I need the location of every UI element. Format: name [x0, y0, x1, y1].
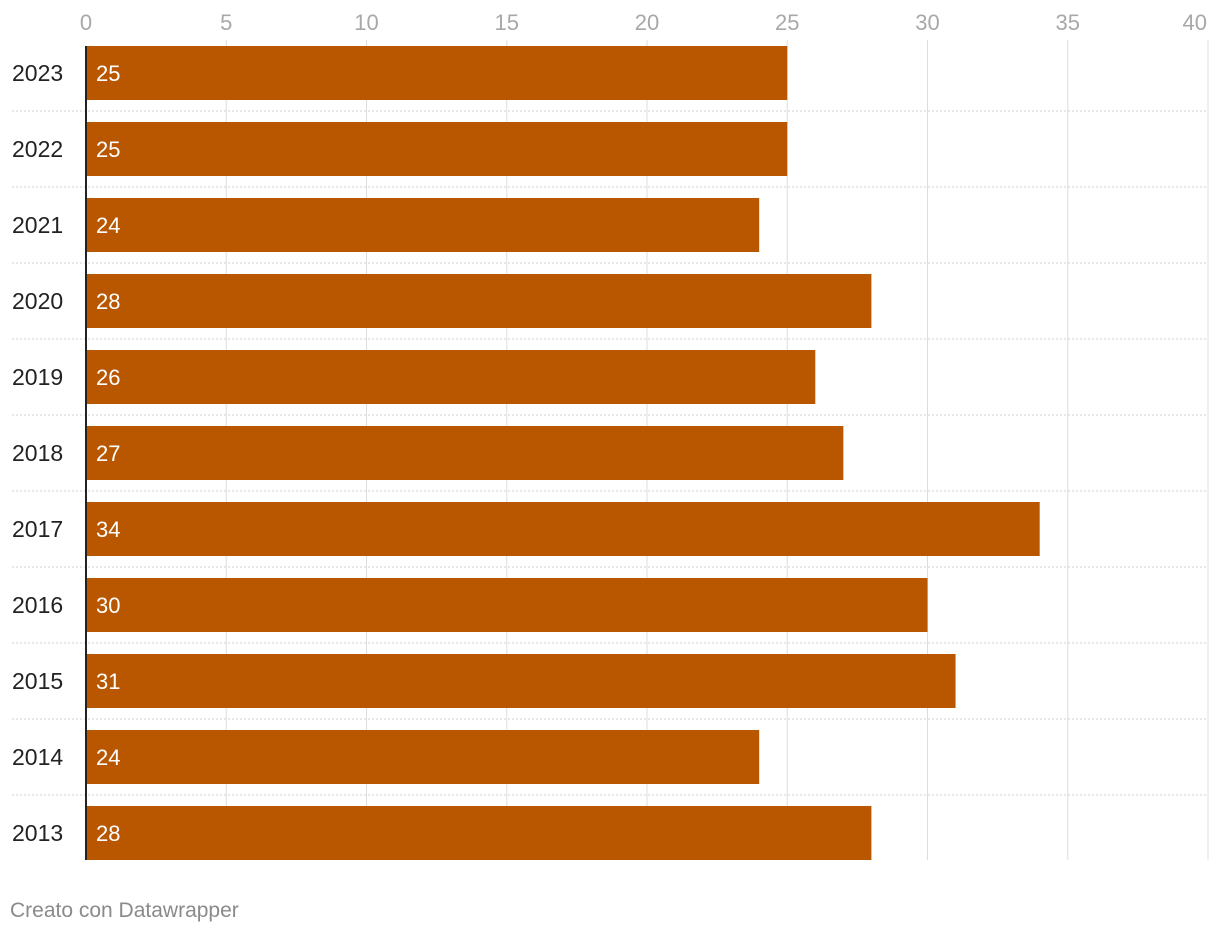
bar-value-label: 27	[96, 441, 120, 466]
category-label: 2019	[12, 364, 63, 390]
bar-value-label: 24	[96, 213, 120, 238]
bar	[86, 502, 1040, 556]
bar	[86, 730, 760, 784]
bar-value-label: 28	[96, 289, 120, 314]
bar-value-label: 26	[96, 365, 120, 390]
category-label: 2022	[12, 136, 63, 162]
bar	[86, 426, 844, 480]
x-tick-label: 25	[775, 10, 799, 35]
category-label: 2016	[12, 592, 63, 618]
x-tick-label: 20	[635, 10, 659, 35]
bar-value-label: 30	[96, 593, 120, 618]
bar	[86, 122, 788, 176]
x-tick-label: 35	[1056, 10, 1080, 35]
bar-chart: 0 5 10 15 20 25 30 35 40 2023 25 2022 25 2021 24 2020 28…	[12, 10, 1209, 860]
bar-value-label: 25	[96, 61, 120, 86]
x-tick-label: 30	[915, 10, 939, 35]
x-tick-label: 40	[1183, 10, 1207, 35]
category-label: 2014	[12, 744, 63, 770]
x-tick-label: 15	[495, 10, 519, 35]
x-tick-label: 5	[220, 10, 232, 35]
bar	[86, 350, 816, 404]
category-label: 2017	[12, 516, 63, 542]
x-tick-label: 10	[354, 10, 378, 35]
category-label: 2020	[12, 288, 63, 314]
category-label: 2023	[12, 60, 63, 86]
footer-credit: Creato con Datawrapper	[10, 899, 239, 922]
x-tick-label: 0	[80, 10, 92, 35]
bar	[86, 198, 760, 252]
bar	[86, 806, 872, 860]
bar	[86, 46, 788, 100]
bar	[86, 274, 872, 328]
bar	[86, 654, 956, 708]
bar-value-label: 28	[96, 821, 120, 846]
category-label: 2013	[12, 820, 63, 846]
bar-value-label: 24	[96, 745, 120, 770]
bar	[86, 578, 928, 632]
category-label: 2018	[12, 440, 63, 466]
bar-value-label: 31	[96, 669, 120, 694]
category-label: 2021	[12, 212, 63, 238]
bar-value-label: 25	[96, 137, 120, 162]
bar-value-label: 34	[96, 517, 120, 542]
category-label: 2015	[12, 668, 63, 694]
